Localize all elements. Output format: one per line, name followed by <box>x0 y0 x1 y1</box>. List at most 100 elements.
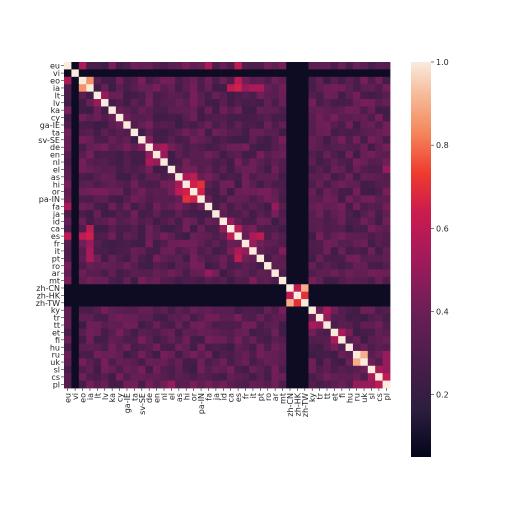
heatmap-cell <box>145 187 154 196</box>
heatmap-cell <box>278 165 287 174</box>
heatmap-cell <box>115 380 124 389</box>
heatmap-cell <box>152 291 161 300</box>
heatmap-cell <box>86 328 95 337</box>
heatmap-cell <box>101 336 109 344</box>
heatmap-cell <box>93 299 102 307</box>
heatmap-cell <box>241 180 250 189</box>
heatmap-cell <box>138 128 146 137</box>
heatmap-cell <box>130 343 139 352</box>
heatmap-cell <box>86 143 95 152</box>
heatmap-cell <box>367 358 376 367</box>
heatmap-cell <box>249 195 258 204</box>
heatmap-cell <box>264 217 272 226</box>
heatmap-cell <box>286 232 295 241</box>
heatmap-cell <box>160 62 169 70</box>
heatmap-cell <box>360 106 369 115</box>
heatmap-cell <box>352 284 361 293</box>
heatmap-cell <box>219 173 228 181</box>
heatmap-cell <box>71 173 80 181</box>
heatmap-cell <box>360 225 369 233</box>
heatmap-cell <box>249 358 258 367</box>
heatmap-cell <box>375 284 383 293</box>
heatmap-cell <box>323 202 332 211</box>
y-tick-label: eo <box>50 77 60 86</box>
heatmap-cell <box>234 254 243 263</box>
heatmap-cell <box>160 380 169 389</box>
heatmap-cell <box>189 225 198 233</box>
heatmap-cell <box>360 313 369 322</box>
heatmap-cell <box>278 187 287 196</box>
heatmap-cell <box>286 247 295 256</box>
heatmap-cell <box>375 232 383 241</box>
heatmap-cell <box>338 358 346 367</box>
heatmap-cell <box>249 306 258 315</box>
heatmap-cell <box>108 180 117 189</box>
heatmap-cell <box>145 136 154 144</box>
heatmap-cell <box>256 143 265 152</box>
heatmap-cell <box>286 128 295 137</box>
heatmap-cell <box>101 113 109 122</box>
heatmap-cell <box>367 158 376 167</box>
heatmap-cell <box>115 232 124 241</box>
heatmap-cell <box>375 262 383 270</box>
heatmap-cell <box>367 113 376 122</box>
heatmap-cell <box>115 173 124 181</box>
x-tick-label: nl <box>160 393 169 400</box>
heatmap-cell <box>204 217 213 226</box>
heatmap-cell <box>101 380 109 389</box>
heatmap-cell <box>189 313 198 322</box>
heatmap-cell <box>78 350 87 359</box>
heatmap-cell <box>86 121 95 130</box>
heatmap-cell <box>212 150 220 159</box>
heatmap-cell <box>271 180 280 189</box>
heatmap-cell <box>323 210 332 218</box>
heatmap-cell <box>308 195 317 204</box>
heatmap-cell <box>115 365 124 374</box>
heatmap-cell <box>293 158 302 167</box>
heatmap-cell <box>145 113 154 122</box>
heatmap-cell <box>375 254 383 263</box>
heatmap-cell <box>271 91 280 100</box>
heatmap-cell <box>138 321 146 330</box>
heatmap-cell <box>130 306 139 315</box>
heatmap-cell <box>227 380 235 389</box>
heatmap-cell <box>286 84 295 93</box>
heatmap-cell <box>286 76 295 85</box>
heatmap-cell <box>197 225 206 233</box>
heatmap-cell <box>175 284 183 293</box>
heatmap-cell <box>138 173 146 181</box>
heatmap-cell <box>360 321 369 330</box>
heatmap-cell <box>204 91 213 100</box>
heatmap-cell <box>234 365 243 374</box>
heatmap-cell <box>293 202 302 211</box>
heatmap-cell <box>138 84 146 93</box>
heatmap-cell <box>160 84 169 93</box>
heatmap-cell <box>278 269 287 278</box>
heatmap-cell <box>152 321 161 330</box>
heatmap-cell <box>189 121 198 130</box>
heatmap-cell <box>264 202 272 211</box>
heatmap-cell <box>93 365 102 374</box>
heatmap-cell <box>212 210 220 218</box>
heatmap-cell <box>256 195 265 204</box>
heatmap-cell <box>93 269 102 278</box>
heatmap-cell <box>271 202 280 211</box>
heatmap-cell <box>115 128 124 137</box>
heatmap-cell <box>330 69 339 78</box>
heatmap-cell <box>115 143 124 152</box>
heatmap-cell <box>256 262 265 270</box>
heatmap-cell <box>330 365 339 374</box>
heatmap-cell <box>93 276 102 285</box>
y-tick-label: ga-IE <box>40 121 60 130</box>
heatmap-cell <box>382 128 391 137</box>
heatmap-cell <box>352 232 361 241</box>
heatmap-cell <box>338 328 346 337</box>
heatmap-cell <box>152 165 161 174</box>
heatmap-cell <box>249 217 258 226</box>
heatmap-cell <box>197 284 206 293</box>
heatmap-cell <box>197 143 206 152</box>
heatmap-cell <box>360 99 369 107</box>
heatmap-cell <box>249 202 258 211</box>
heatmap-cell <box>189 358 198 367</box>
heatmap-cell <box>71 202 80 211</box>
